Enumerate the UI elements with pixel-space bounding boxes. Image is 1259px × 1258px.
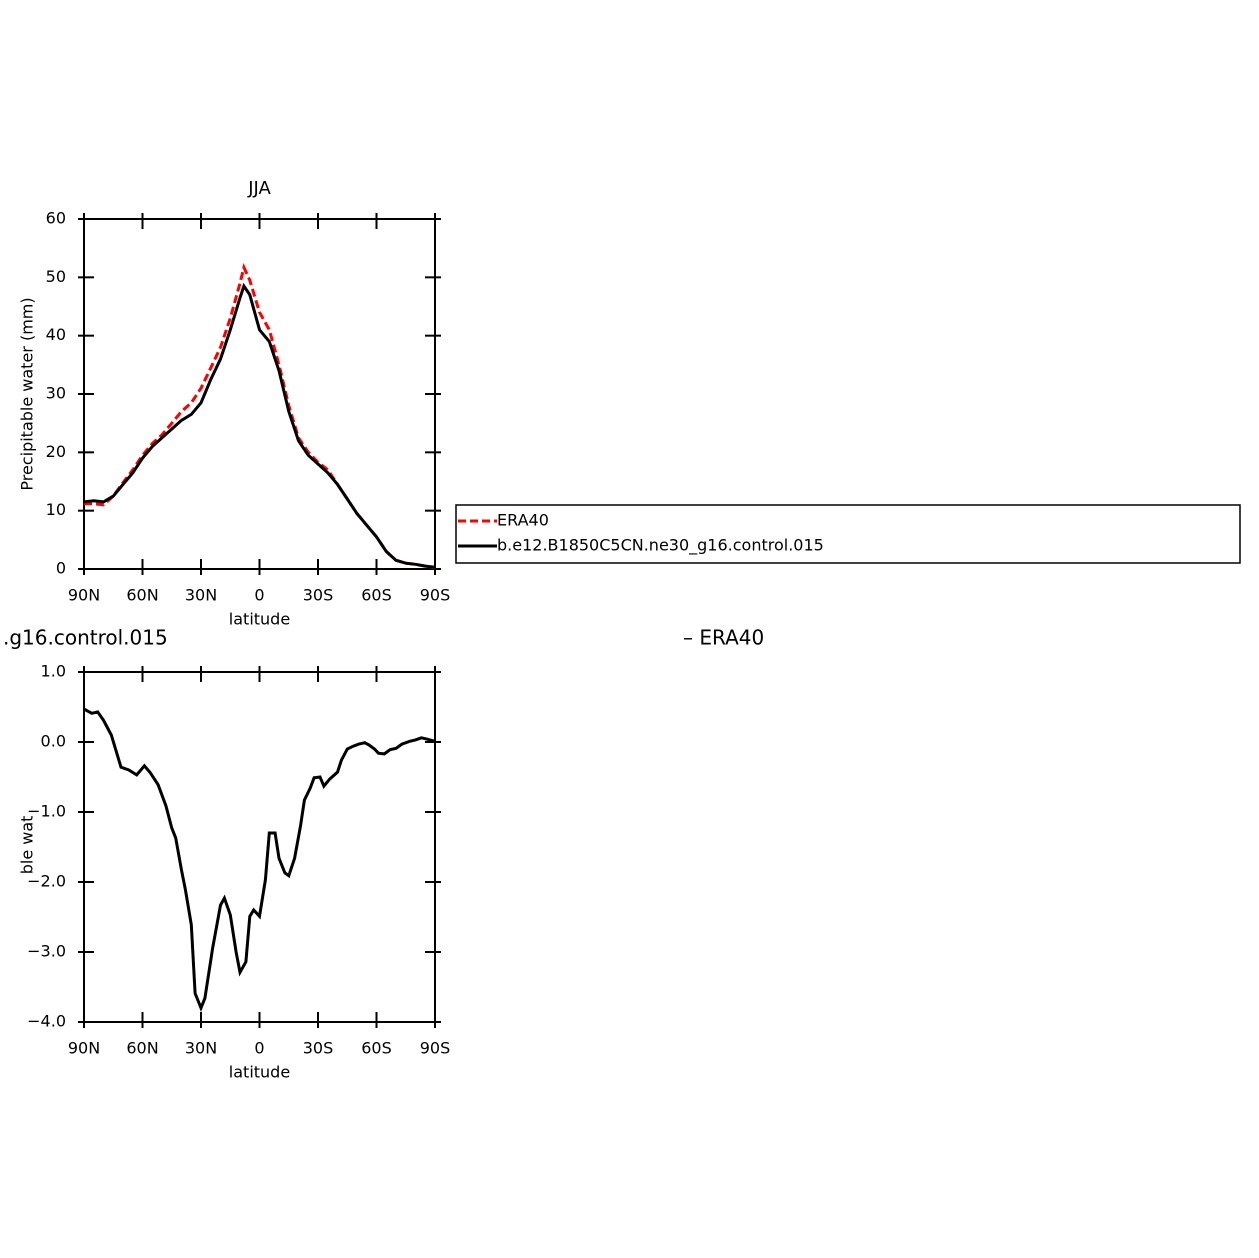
x-tick-label: 60S [361,586,392,605]
plot-frame [83,218,436,570]
y-tick-label: −2.0 [27,872,66,891]
x-tick-label: 90S [420,1039,451,1058]
x-tick-label: 60N [126,1039,158,1058]
y-tick-label: 1.0 [41,662,66,681]
y-tick-label: −1.0 [27,802,66,821]
chart-title-right: – ERA40 [683,626,764,650]
x-tick-label: 30S [303,1039,334,1058]
chart-title-left: .g16.control.015 [3,626,168,650]
y-axis-label: Precipitable water (mm) [18,297,37,490]
legend-box [455,504,1241,564]
x-tick-label: 60N [126,586,158,605]
data-line [83,282,436,569]
x-tick-label: 0 [254,1039,264,1058]
legend-label: b.e12.B1850C5CN.ne30_g16.control.015 [497,536,824,556]
plot-frame [83,671,436,1023]
y-tick-label: 30 [46,384,66,403]
y-tick-label: 10 [46,500,66,519]
y-tick-label: −3.0 [27,942,66,961]
x-tick-label: 90S [420,586,451,605]
x-tick-label: 30N [185,1039,217,1058]
y-tick-label: 0 [56,559,66,578]
x-tick-label: 90N [68,1039,100,1058]
data-line [84,262,436,570]
x-tick-label: 0 [254,586,264,605]
x-tick-label: 30S [303,586,334,605]
x-tick-label: 30N [185,586,217,605]
x-tick-label: 90N [68,586,100,605]
y-axis-label: Precipitable water (mm) [18,750,37,943]
y-tick-label: 0.0 [41,732,66,751]
x-axis-label: latitude [229,610,290,629]
y-tick-label: 20 [46,442,66,461]
legend-label: ERA40 [497,511,549,530]
y-tick-label: 60 [46,209,66,228]
y-tick-label: 50 [46,267,66,286]
x-tick-label: 60S [361,1039,392,1058]
x-axis-label: latitude [229,1063,290,1082]
data-line [83,707,436,1013]
y-tick-label: 40 [46,325,66,344]
chart-title: JJA [247,178,271,199]
y-tick-label: −4.0 [27,1012,66,1031]
